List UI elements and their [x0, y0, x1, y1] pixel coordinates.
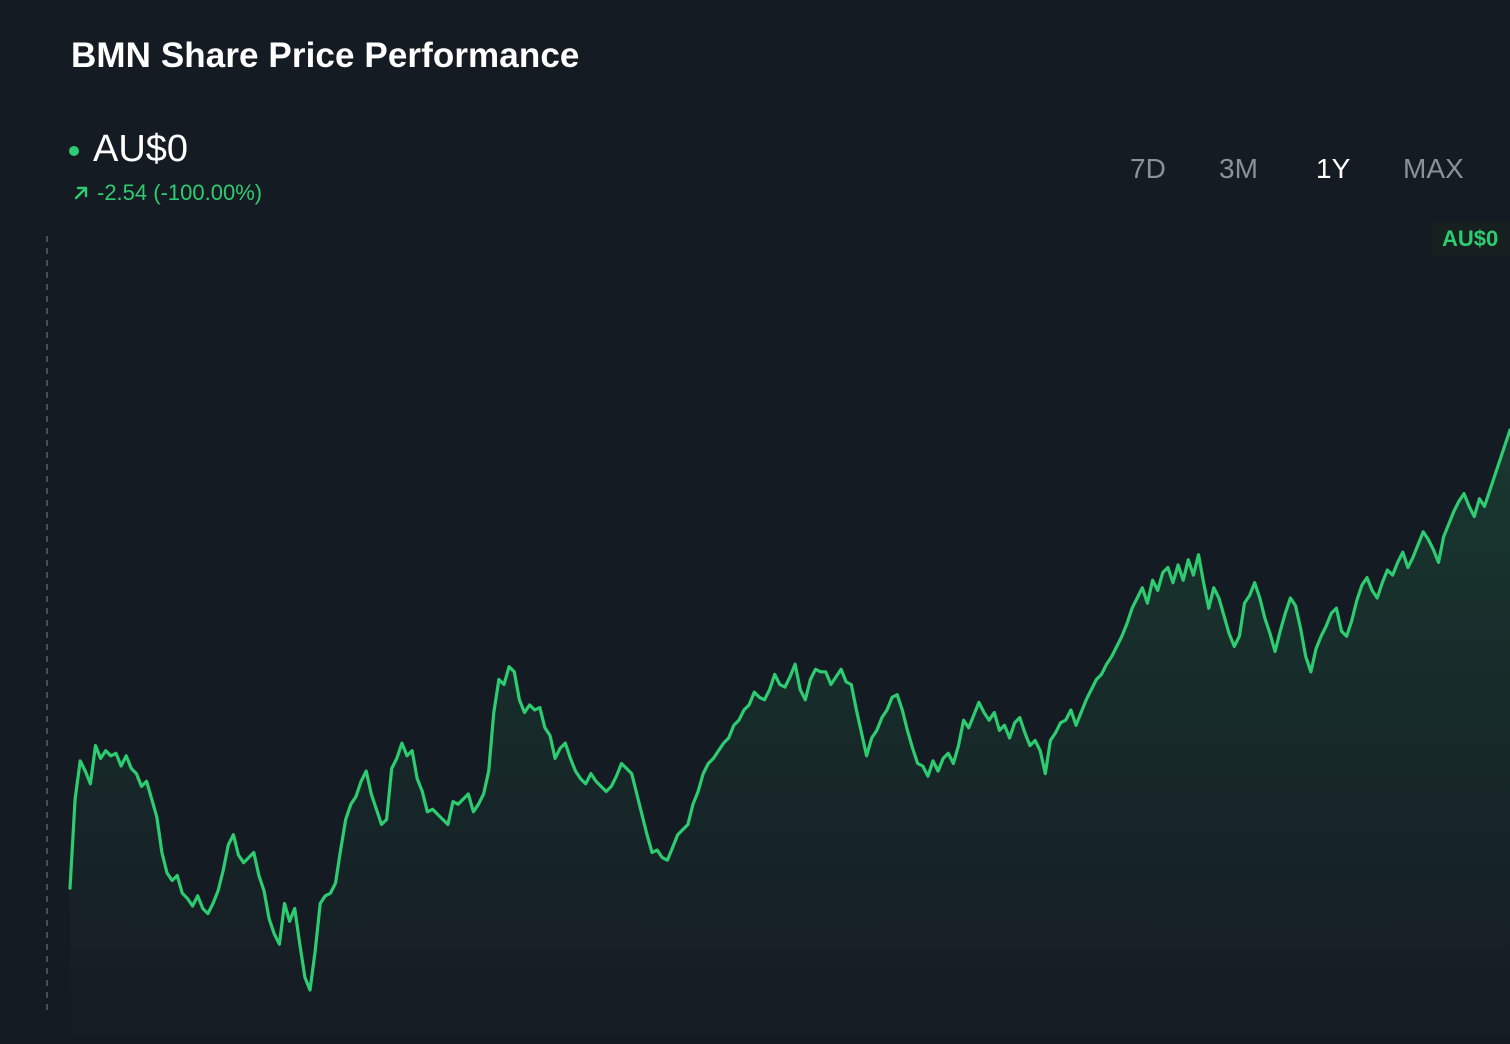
price-area [70, 430, 1510, 1044]
range-max-button[interactable]: MAX [1403, 153, 1464, 184]
arrow-up-right-icon [74, 186, 88, 200]
end-price-label: AU$0 [1432, 222, 1510, 256]
range-3m-button[interactable]: 3M [1219, 153, 1258, 184]
price-change-row: -2.54 (-100.00%) [71, 180, 262, 206]
range-selector: 7D 3M 1Y MAX [1090, 153, 1510, 193]
price-line [68, 428, 1510, 992]
price-summary: AU$0 -2.54 (-100.00%) [69, 128, 262, 206]
range-1y-button[interactable]: 1Y [1316, 153, 1351, 184]
current-price: AU$0 [93, 128, 189, 170]
price-row: AU$0 [69, 128, 262, 171]
range-7d-button[interactable]: 7D [1130, 153, 1166, 184]
price-dot-icon [69, 145, 79, 156]
price-change: -2.54 (-100.00%) [97, 180, 263, 205]
page-title: BMN Share Price Performance [71, 36, 580, 75]
